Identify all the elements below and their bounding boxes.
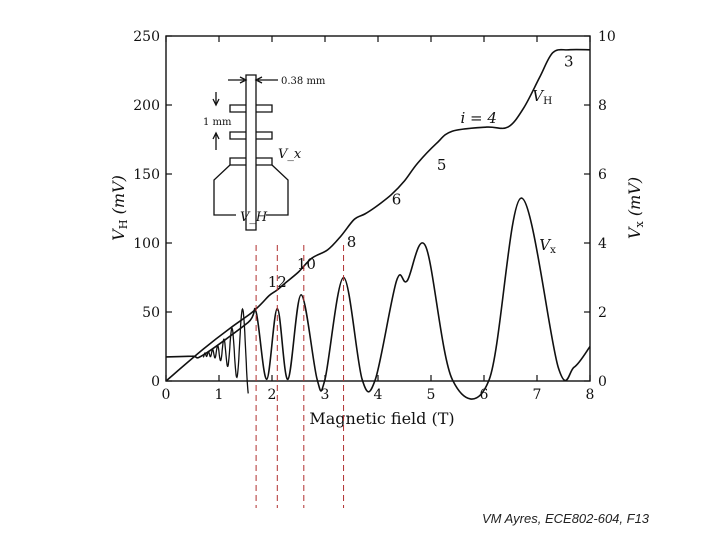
x-tick-label: 5 [427,387,436,403]
series-group [165,48,591,400]
y-right-tick-label: 0 [598,374,607,390]
hall-bar-inset [212,74,289,231]
annotation-label: 3 [564,52,574,70]
x-tick-label: 7 [533,387,542,403]
annotation-label: Vx [539,236,556,256]
axis-ticks [165,35,591,382]
y-left-tick-label: 250 [133,29,160,45]
hall-bar-arm-2 [229,131,273,140]
inset-spacing-label: 1 mm [203,117,232,128]
y-axis-right-label: Vx (mV) [625,177,646,239]
x-tick-label: 6 [480,387,489,403]
reference-lines [255,245,345,508]
inset-vx-label: V_x [278,147,302,162]
x-tick-label: 1 [215,387,224,403]
hall-bar-arm-3 [229,157,273,166]
y-right-tick-label: 6 [598,167,607,183]
vh-leads [213,164,289,216]
x-tick-label: 4 [374,387,383,403]
y-left-tick-label: 50 [142,305,160,321]
annotation-label: VH [532,87,552,107]
annotation-label: i = 4 [460,109,496,127]
series-vh-line [165,48,591,382]
x-tick-label: 0 [162,387,171,403]
hall-bar-body [245,74,257,231]
annotation-label: 10 [297,255,316,273]
y-right-tick-label: 8 [598,98,607,114]
series-vx-oscillations [202,307,249,394]
series-vx-line [165,197,591,400]
x-axis-label: Magnetic field (T) [309,409,454,428]
y-axis-left-label: VH (mV) [109,175,130,241]
annotation-label: 8 [347,233,357,251]
spacing-arrows [212,98,220,140]
annotation-label: 5 [437,156,447,174]
y-left-tick-label: 150 [133,167,160,183]
inset-vh-label: V_H [240,210,268,225]
y-left-tick-label: 0 [151,374,160,390]
annotation-label: 6 [392,190,402,208]
y-left-tick-label: 100 [133,236,160,252]
width-arrows [239,76,263,84]
y-right-tick-label: 2 [598,305,607,321]
x-tick-label: 2 [268,387,277,403]
y-right-tick-label: 4 [598,236,607,252]
annotation-group: 3 VH i = 4 5 6 8 10 12 Vx [268,52,574,291]
inset-width-label: 0.38 mm [281,76,326,87]
x-tick-label: 3 [321,387,330,403]
hall-bar-arm-1 [229,104,273,113]
slide-credit: VM Ayres, ECE802-604, F13 [482,511,650,526]
annotation-label: 12 [268,273,287,291]
y-left-tick-label: 200 [133,98,160,114]
y-right-tick-label: 10 [598,29,616,45]
x-tick-label: 8 [586,387,595,403]
